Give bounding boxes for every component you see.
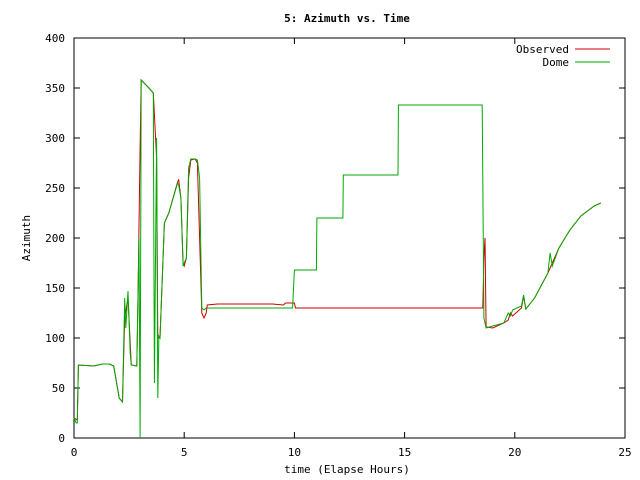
y-tick-label: 0 [58,432,65,445]
x-tick-label: 25 [618,446,631,459]
x-tick-label: 15 [398,446,411,459]
y-tick-label: 200 [45,232,65,245]
legend-label: Dome [543,56,570,69]
y-tick-label: 400 [45,32,65,45]
x-axis-label: time (Elapse Hours) [284,463,410,476]
y-tick-label: 300 [45,132,65,145]
x-tick-label: 10 [288,446,301,459]
x-tick-label: 0 [71,446,78,459]
y-tick-label: 100 [45,332,65,345]
y-tick-label: 250 [45,182,65,195]
x-tick-label: 5 [181,446,188,459]
y-tick-label: 350 [45,82,65,95]
series-line-dome [73,78,602,439]
x-tick-label: 20 [508,446,521,459]
y-tick-label: 150 [45,282,65,295]
chart-title: 5: Azimuth vs. Time [284,12,410,25]
series-lines [73,78,602,439]
y-tick-label: 50 [52,382,65,395]
y-axis-label: Azimuth [20,215,33,261]
legend-label: Observed [516,43,569,56]
